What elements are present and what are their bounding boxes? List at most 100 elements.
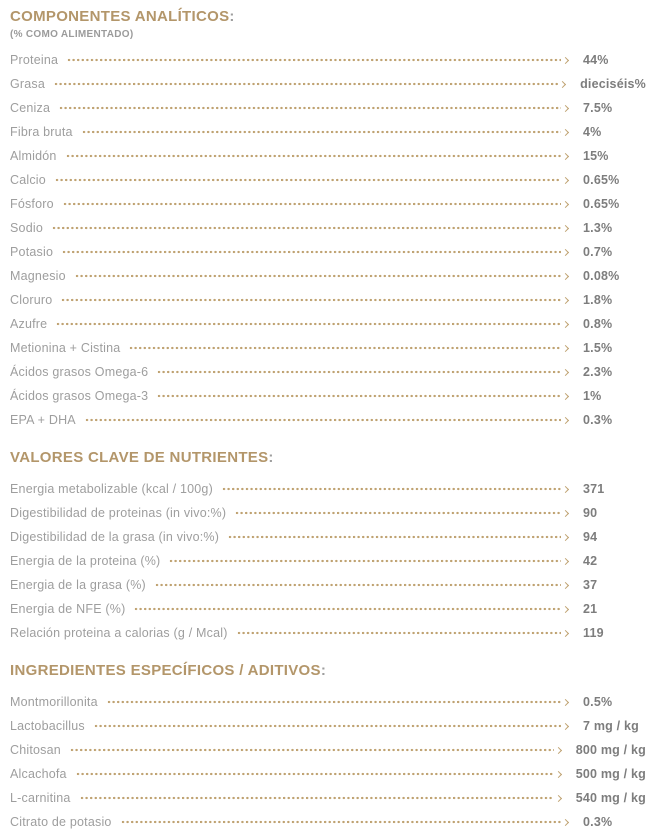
dotted-leader — [62, 250, 561, 254]
table-row: Alcachofa 500 mg / kg — [10, 762, 646, 786]
table-row: Digestibilidad de proteinas (in vivo:%) … — [10, 501, 646, 525]
table-row: Grasa dieciséis% — [10, 72, 646, 96]
nutrient-label: Ceniza — [10, 101, 51, 115]
section-title-colon: : — [320, 662, 327, 679]
table-row: Fósforo 0.65% — [10, 192, 646, 216]
nutrient-rows: Energia metabolizable (kcal / 100g) 371 … — [10, 477, 646, 645]
arrow-right-icon — [559, 80, 567, 88]
dotted-leader — [106, 700, 561, 704]
section-key-nutrient-values: VALORES CLAVE DE NUTRIENTES: Energia met… — [10, 449, 646, 645]
nutrient-label: Energia de la grasa (%) — [10, 578, 146, 592]
dotted-leader — [235, 511, 561, 515]
nutrient-value: 94 — [583, 530, 598, 544]
nutrient-value: 7 mg / kg — [583, 719, 639, 733]
nutrient-label: Sodio — [10, 221, 43, 235]
section-title-text: INGREDIENTES ESPECÍFICOS / ADITIVOS — [10, 662, 321, 679]
nutrient-label: Ácidos grasos Omega-3 — [10, 389, 149, 403]
arrow-right-icon — [561, 176, 570, 184]
nutrient-value: 1% — [583, 389, 602, 403]
dotted-leader — [69, 748, 554, 752]
arrow-right-icon — [561, 272, 570, 280]
nutrient-label: Almidón — [10, 149, 57, 163]
arrow-right-icon — [561, 416, 570, 424]
nutrient-label: Chitosan — [10, 743, 61, 757]
section-title: INGREDIENTES ESPECÍFICOS / ADITIVOS: — [10, 662, 646, 680]
arrow-right-icon — [554, 770, 562, 778]
nutrient-value: 0.65% — [583, 197, 620, 211]
section-subtitle: (% COMO ALIMENTADO) — [10, 29, 134, 40]
nutrient-value: 1.3% — [583, 221, 613, 235]
arrow-right-icon — [561, 56, 570, 64]
nutrient-value: 0.3% — [583, 815, 613, 829]
dotted-leader — [221, 487, 561, 491]
nutrient-label: Ácidos grasos Omega-6 — [10, 365, 149, 379]
arrow-right-icon — [561, 344, 570, 352]
arrow-right-icon — [561, 698, 570, 706]
table-row: EPA + DHA 0.3% — [10, 408, 646, 432]
table-row: Lactobacillus 7 mg / kg — [10, 714, 646, 738]
nutrient-value: 0.7% — [583, 245, 613, 259]
table-row: Energia de la grasa (%) 37 — [10, 573, 646, 597]
nutrient-value: 21 — [583, 602, 598, 616]
arrow-right-icon — [561, 581, 570, 589]
arrow-right-icon — [561, 368, 570, 376]
arrow-right-icon — [561, 629, 570, 637]
section-title-text: COMPONENTES ANALÍTICOS — [10, 8, 230, 25]
nutrient-label: Citrato de potasio — [10, 815, 112, 829]
arrow-right-icon — [561, 152, 570, 160]
dotted-leader — [134, 607, 561, 611]
nutrient-value: 0.08% — [583, 269, 620, 283]
table-row: Citrato de potasio 0.3% — [10, 810, 646, 834]
dotted-leader — [129, 346, 561, 350]
nutrient-label: Digestibilidad de proteinas (in vivo:%) — [10, 506, 227, 520]
dotted-leader — [61, 298, 561, 302]
table-row: Energia de la proteina (%) 42 — [10, 549, 646, 573]
nutrient-value: 90 — [583, 506, 598, 520]
table-row: Calcio 0.65% — [10, 168, 646, 192]
nutrient-label: Energia metabolizable (kcal / 100g) — [10, 482, 213, 496]
arrow-right-icon — [561, 485, 570, 493]
nutrient-value: 15% — [583, 149, 609, 163]
nutrient-label: Lactobacillus — [10, 719, 85, 733]
arrow-right-icon — [561, 248, 570, 256]
arrow-right-icon — [554, 794, 562, 802]
nutrient-label: Energia de la proteina (%) — [10, 554, 161, 568]
nutrient-label: EPA + DHA — [10, 413, 76, 427]
nutrient-value: 119 — [583, 626, 604, 640]
table-row: Metionina + Cistina 1.5% — [10, 336, 646, 360]
table-row: Almidón 15% — [10, 144, 646, 168]
nutrient-value: 540 mg / kg — [575, 791, 646, 805]
nutrient-label: Proteina — [10, 53, 59, 67]
section-title-colon: : — [268, 449, 274, 466]
dotted-leader — [54, 82, 559, 86]
section-title: VALORES CLAVE DE NUTRIENTES: — [10, 449, 646, 467]
dotted-leader — [67, 58, 561, 62]
dotted-leader — [51, 226, 561, 230]
nutrient-label: Magnesio — [10, 269, 66, 283]
table-row: Digestibilidad de la grasa (in vivo:%) 9… — [10, 525, 646, 549]
arrow-right-icon — [561, 509, 570, 517]
table-row: Cloruro 1.8% — [10, 288, 646, 312]
arrow-right-icon — [561, 128, 570, 136]
arrow-right-icon — [561, 224, 570, 232]
nutrient-rows: Montmorillonita 0.5% Lactobacillus 7 mg … — [10, 690, 646, 834]
nutrient-label: Fósforo — [10, 197, 54, 211]
table-row: Relación proteina a calorias (g / Mcal) … — [10, 621, 646, 645]
nutrient-label: Azufre — [10, 317, 48, 331]
dotted-leader — [236, 631, 561, 635]
dotted-leader — [62, 202, 561, 206]
nutrient-label: Cloruro — [10, 293, 53, 307]
dotted-leader — [84, 418, 561, 422]
dotted-leader — [157, 394, 561, 398]
table-row: Fibra bruta 4% — [10, 120, 646, 144]
arrow-right-icon — [561, 605, 570, 613]
arrow-right-icon — [561, 818, 570, 826]
table-row: Proteina 44% — [10, 48, 646, 72]
nutrient-label: Calcio — [10, 173, 46, 187]
arrow-right-icon — [561, 104, 570, 112]
nutrient-value: dieciséis% — [580, 77, 646, 91]
nutrient-value: 0.8% — [583, 317, 613, 331]
nutrient-value: 7.5% — [583, 101, 613, 115]
dotted-leader — [65, 154, 561, 158]
table-row: L-carnitina 540 mg / kg — [10, 786, 646, 810]
